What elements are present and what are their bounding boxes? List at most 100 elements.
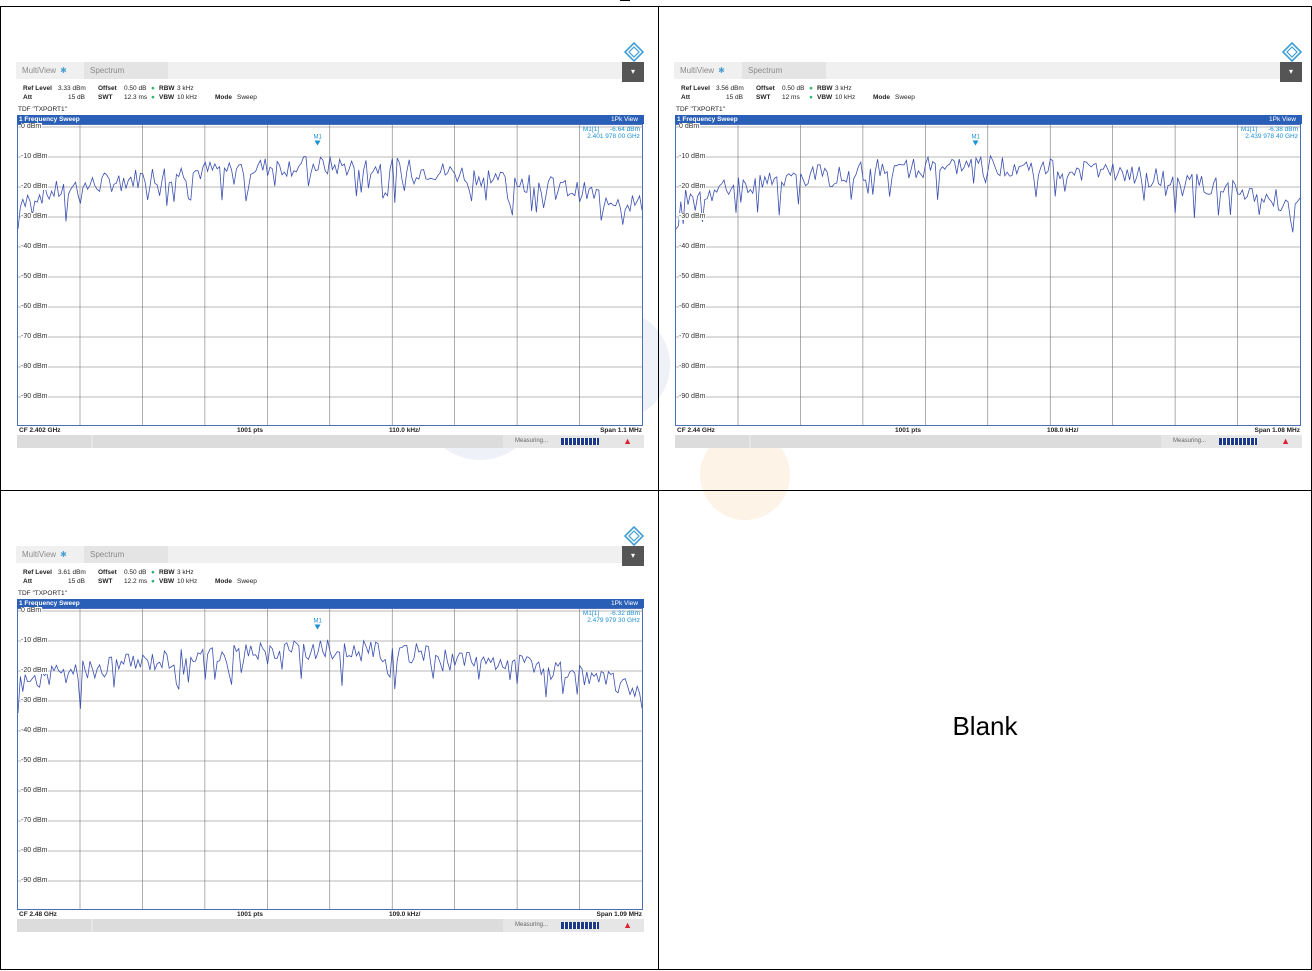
center-frequency: CF 2.48 GHz: [19, 911, 57, 918]
plot-svg: M1: [18, 609, 642, 909]
y-axis-label: -40 dBm: [21, 727, 49, 734]
span-value: Span 1.1 MHz: [600, 427, 642, 434]
att-value: 15 dB: [68, 94, 85, 101]
marker-name: M1[1]: [582, 126, 600, 133]
chevron-down-icon: ▾: [630, 551, 635, 560]
y-axis-label: 0 dBm: [679, 123, 701, 130]
frequency-per-division: 109.0 kHz/: [389, 911, 421, 918]
marker-triangle-icon[interactable]: [972, 140, 979, 146]
view-label: 1Pk View: [611, 600, 638, 607]
analyzer-panel: MultiView ✱ Spectrum ▾ Ref Level 3.61 dBm…: [16, 526, 644, 932]
tab-multiview[interactable]: MultiView ✱: [22, 550, 67, 559]
att-value: 15 dB: [726, 94, 743, 101]
tab-multiview[interactable]: MultiView ✱: [680, 66, 725, 75]
y-axis-label: -60 dBm: [679, 303, 707, 310]
coupled-dot-icon: ●: [809, 85, 813, 92]
star-icon: ✱: [60, 550, 67, 559]
y-axis-label: -30 dBm: [21, 213, 49, 220]
measuring-status: Measuring...: [1172, 438, 1206, 444]
sweep-title-bar: 1 Frequency Sweep 1Pk View: [17, 599, 644, 608]
menu-button[interactable]: ▾: [622, 546, 644, 566]
mode-value: Sweep: [895, 94, 915, 101]
ref-level-value: 3.61 dBm: [58, 569, 86, 576]
warning-icon[interactable]: ▲: [623, 920, 632, 930]
warning-icon[interactable]: ▲: [623, 436, 632, 446]
tdf-label: TDF "TXPORT1": [18, 106, 67, 113]
coupled-dot-icon: ●: [151, 94, 155, 101]
marker-name: M1[1]: [1240, 126, 1258, 133]
vbw-value: 10 kHz: [835, 94, 856, 101]
y-axis-label: -40 dBm: [679, 243, 707, 250]
y-axis-label: 0 dBm: [21, 607, 43, 614]
marker-label: M1: [314, 619, 323, 625]
spectrum-plot[interactable]: M1 0 dBm -10 dBm -20 dBm -30 dBm -40 dBm -50 …: [675, 123, 1301, 426]
span-value: Span 1.09 MHz: [596, 911, 642, 918]
vbw-value: 10 kHz: [177, 94, 198, 101]
y-axis-label: -80 dBm: [679, 363, 707, 370]
blank-cell: Blank: [659, 491, 1311, 969]
y-axis-label: -80 dBm: [21, 847, 49, 854]
marker-name: M1[1]: [582, 610, 600, 617]
y-axis-label: -90 dBm: [21, 393, 49, 400]
analyzer-panel: MultiView ✱ Spectrum ▾ Ref Level 3.56 dBm…: [674, 42, 1302, 448]
menu-button[interactable]: ▾: [622, 62, 644, 82]
marker-triangle-icon[interactable]: [314, 624, 321, 630]
spectrum-plot[interactable]: M1 0 dBm -10 dBm -20 dBm -30 dBm -40 dBm -50 …: [17, 607, 643, 910]
rbw-value: 3 kHz: [177, 569, 194, 576]
y-axis-label: 0 dBm: [21, 123, 43, 130]
status-segment: [93, 435, 503, 448]
view-label: 1Pk View: [1269, 116, 1296, 123]
points-count: 1001 pts: [237, 427, 264, 434]
y-axis-label: -80 dBm: [21, 363, 49, 370]
trace-line: [18, 639, 642, 714]
tdf-label: TDF "TXPORT1": [18, 590, 67, 597]
marker-level: -6.64 dBm: [610, 126, 640, 133]
measuring-status: Measuring...: [514, 438, 548, 444]
tab-multiview[interactable]: MultiView ✱: [22, 66, 67, 75]
status-bar: Measuring... ▲: [17, 435, 644, 448]
marker-frequency: 2.439 978 40 GHz: [1245, 133, 1298, 140]
plot-svg: M1: [676, 125, 1300, 425]
marker-frequency: 2.401 978 00 GHz: [587, 133, 640, 140]
marker-label: M1: [314, 135, 323, 141]
offset-value: 0.50 dB: [124, 85, 147, 92]
progress-bar: [1219, 438, 1257, 445]
tab-bar: MultiView ✱ Spectrum: [674, 62, 1302, 79]
sweep-title: 1 Frequency Sweep: [677, 116, 738, 123]
y-axis-label: -50 dBm: [679, 273, 707, 280]
mode-value: Sweep: [237, 578, 257, 585]
table-border-middle: [0, 490, 1312, 491]
star-icon: ✱: [718, 66, 725, 75]
marker-triangle-icon[interactable]: [314, 140, 321, 146]
swt-value: 12.3 ms: [124, 94, 148, 101]
table-border-bottom: [0, 969, 1312, 970]
coupled-dot-icon: ●: [151, 578, 155, 585]
tab-spectrum[interactable]: Spectrum: [84, 546, 168, 563]
marker-readout: M1[1] -6.38 dBm 2.439 978 40 GHz: [1241, 126, 1298, 140]
y-axis-label: -10 dBm: [21, 637, 49, 644]
marker-readout: M1[1] -6.64 dBm 2.401 978 00 GHz: [583, 126, 640, 140]
rbw-value: 3 kHz: [177, 85, 194, 92]
y-axis-label: -50 dBm: [21, 757, 49, 764]
y-axis-label: -60 dBm: [21, 787, 49, 794]
menu-button[interactable]: ▾: [1280, 62, 1302, 82]
status-segment: [17, 919, 91, 932]
y-axis-label: -60 dBm: [21, 303, 49, 310]
tab-spectrum[interactable]: Spectrum: [742, 62, 826, 79]
progress-bar: [561, 438, 599, 445]
marker-level: -6.38 dBm: [1268, 126, 1298, 133]
rbw-value: 3 kHz: [835, 85, 852, 92]
sweep-title-bar: 1 Frequency Sweep 1Pk View: [17, 115, 644, 124]
spectrum-plot[interactable]: M1 0 dBm -10 dBm -20 dBm -30 dBm -40 dBm -50 …: [17, 123, 643, 426]
y-axis-label: -10 dBm: [21, 153, 49, 160]
y-axis-label: -90 dBm: [679, 393, 707, 400]
status-bar: Measuring... ▲: [17, 919, 644, 932]
att-value: 15 dB: [68, 578, 85, 585]
offset-value: 0.50 dB: [124, 569, 147, 576]
warning-icon[interactable]: ▲: [1281, 436, 1290, 446]
chevron-down-icon: ▾: [630, 67, 635, 76]
y-axis-label: -30 dBm: [21, 697, 49, 704]
tab-spectrum[interactable]: Spectrum: [84, 62, 168, 79]
tdf-label: TDF "TXPORT1": [676, 106, 725, 113]
coupled-dot-icon: ●: [151, 85, 155, 92]
